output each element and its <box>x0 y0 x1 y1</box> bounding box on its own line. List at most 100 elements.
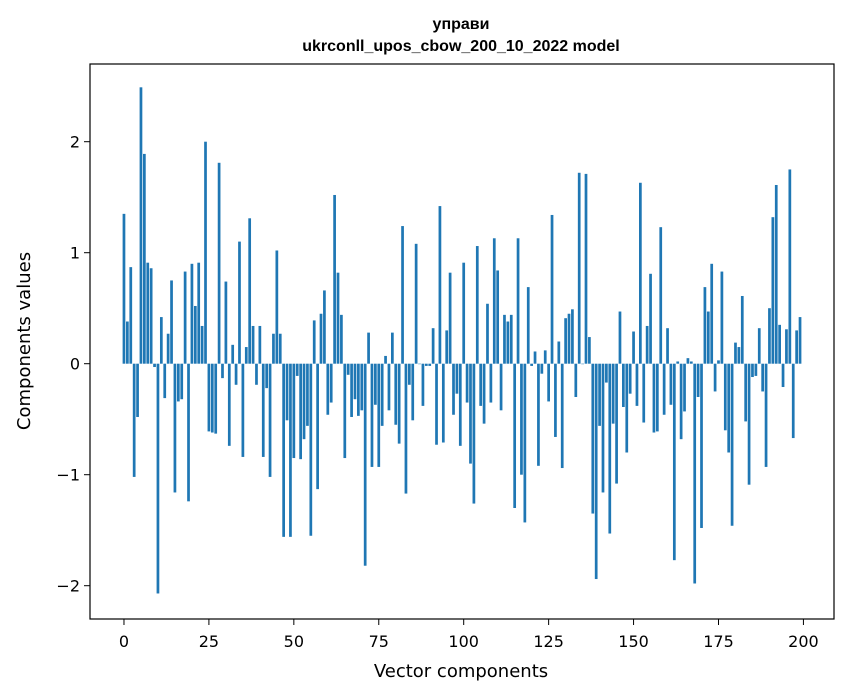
bar-167 <box>689 361 693 364</box>
bar-156 <box>652 363 656 433</box>
bar-37 <box>248 218 252 364</box>
bar-75 <box>377 363 381 467</box>
bar-62 <box>333 194 336 364</box>
bar-24 <box>204 141 207 364</box>
bar-59 <box>323 290 326 364</box>
bar-185 <box>751 363 754 378</box>
bar-76 <box>380 363 384 426</box>
bar-57 <box>316 363 319 490</box>
bar-130 <box>564 318 567 364</box>
bar-118 <box>523 363 527 523</box>
x-tick-label: 175 <box>703 632 734 651</box>
bar-81 <box>397 363 401 444</box>
bar-176 <box>720 271 724 364</box>
bar-111 <box>499 363 503 411</box>
bar-94 <box>441 363 445 443</box>
bar-113 <box>506 321 510 364</box>
bar-19 <box>187 363 190 502</box>
bar-190 <box>768 308 771 364</box>
bar-128 <box>557 341 561 364</box>
bar-177 <box>723 363 727 431</box>
bar-42 <box>265 363 269 389</box>
bar-151 <box>635 363 639 406</box>
bar-1 <box>126 321 129 364</box>
bar-80 <box>394 363 398 425</box>
bar-104 <box>475 246 479 364</box>
bar-134 <box>577 172 581 364</box>
bar-91 <box>431 328 435 364</box>
bar-56 <box>312 320 316 364</box>
bar-135 <box>581 363 584 365</box>
bar-136 <box>584 173 588 364</box>
bar-152 <box>639 182 642 364</box>
bar-108 <box>489 363 493 403</box>
bar-86 <box>414 243 418 364</box>
bar-184 <box>747 363 751 485</box>
bar-27 <box>214 363 218 434</box>
bar-54 <box>306 363 309 426</box>
bar-112 <box>503 314 506 364</box>
chart-subtitle: ukrconll_upos_cbow_200_10_2022 model <box>302 38 619 55</box>
bar-18 <box>183 271 187 364</box>
bar-35 <box>241 363 245 457</box>
bar-145 <box>615 363 618 484</box>
bar-78 <box>387 363 391 411</box>
bar-141 <box>601 363 605 493</box>
y-tick-label: −1 <box>56 466 80 485</box>
bar-183 <box>744 363 748 422</box>
bar-155 <box>649 273 652 364</box>
bar-11 <box>159 317 163 364</box>
bar-92 <box>435 363 438 445</box>
bar-83 <box>404 363 408 494</box>
bar-154 <box>645 325 649 364</box>
bar-67 <box>350 363 353 417</box>
bar-186 <box>754 363 758 376</box>
x-tick-label: 25 <box>199 632 219 651</box>
x-axis-label: Vector components <box>374 661 548 682</box>
bar-51 <box>295 363 299 376</box>
bar-191 <box>771 217 775 364</box>
bar-4 <box>136 363 139 417</box>
bar-158 <box>659 227 663 364</box>
bar-110 <box>496 270 500 364</box>
bar-22 <box>197 262 201 364</box>
bar-178 <box>727 363 731 453</box>
bar-65 <box>343 363 347 459</box>
bar-82 <box>401 226 404 364</box>
bar-8 <box>149 268 153 364</box>
bar-137 <box>588 337 591 364</box>
bar-17 <box>180 363 184 400</box>
bar-122 <box>537 363 540 466</box>
bar-117 <box>520 363 523 475</box>
bar-143 <box>608 363 612 534</box>
bar-193 <box>778 324 781 364</box>
bar-172 <box>706 311 710 364</box>
bar-105 <box>479 363 483 406</box>
bar-182 <box>740 295 744 364</box>
bar-70 <box>360 363 364 411</box>
bar-107 <box>486 303 489 364</box>
bar-29 <box>221 363 224 379</box>
bar-0 <box>122 213 126 364</box>
bar-197 <box>791 363 795 439</box>
y-axis: −2 −1 0 1 2 <box>56 133 90 596</box>
x-tick-label: 0 <box>119 632 129 651</box>
x-tick-label: 100 <box>448 632 479 651</box>
bar-115 <box>513 363 517 508</box>
bar-196 <box>788 169 792 364</box>
bar-99 <box>458 363 462 446</box>
x-axis: 0 25 50 75 100 125 150 175 200 <box>119 619 819 651</box>
bar-103 <box>472 363 476 504</box>
bar-119 <box>526 287 530 364</box>
bar-114 <box>509 314 513 364</box>
bar-157 <box>655 363 659 432</box>
bar-6 <box>143 153 146 364</box>
bar-181 <box>737 347 741 364</box>
bar-148 <box>625 363 629 453</box>
bar-97 <box>452 363 455 415</box>
bar-41 <box>261 363 265 457</box>
x-tick-label: 200 <box>788 632 819 651</box>
bar-32 <box>231 344 235 364</box>
bar-139 <box>594 363 598 580</box>
